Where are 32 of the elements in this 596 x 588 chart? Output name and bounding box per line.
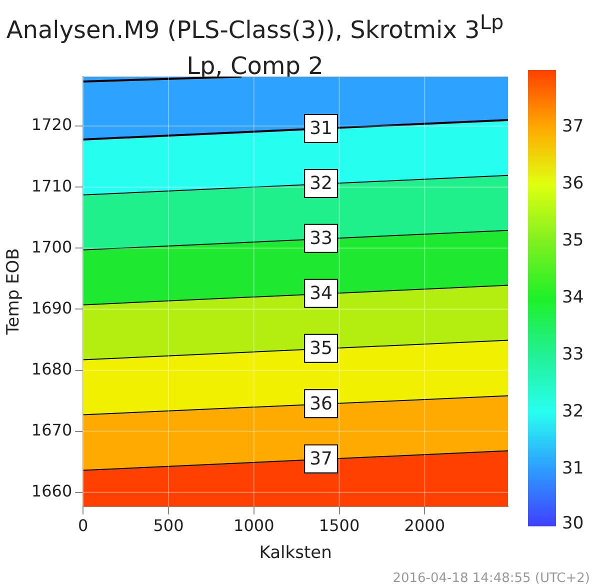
x-tick-label: 2000 (404, 516, 446, 536)
x-tick-label: 1500 (318, 516, 360, 536)
text: 2016-04-18 14:48:55 (UTC+2) (392, 571, 590, 586)
series-label: 34 (310, 283, 333, 304)
color-bar-label: 37 (562, 116, 584, 136)
color-bar-label: 31 (562, 458, 584, 478)
series-label: 31 (310, 118, 333, 140)
y-tick-label: 1720 (31, 115, 72, 134)
color-bar-label: 36 (562, 173, 584, 194)
series-label: 35 (310, 338, 333, 359)
color-bar-label: 30 (562, 513, 584, 534)
y-tick-label: 1670 (31, 420, 72, 440)
color-bar-label: 32 (562, 401, 584, 422)
chart-subtitle: Lp, Comp 2 (186, 51, 324, 82)
chart-title: Analysen.M9 (PLS-Class(3)), Skrotmix 3$^{Lp}$ (5, 9, 505, 46)
color-bar-label: 35 (562, 230, 584, 250)
x-tick-label: 500 (153, 516, 184, 536)
y-tick-label: 1660 (31, 482, 72, 501)
y-axis-title: Temp EOB (4, 248, 24, 336)
y-tick-label: 1710 (31, 176, 72, 196)
series-label: 36 (310, 393, 333, 414)
x-tick-label: 1000 (234, 516, 274, 536)
y-tick-label: 1680 (31, 359, 72, 378)
series-label: 33 (310, 228, 333, 250)
series-label: 37 (310, 448, 333, 470)
color-bar-label: 34 (562, 287, 584, 308)
color-bar-label: 33 (562, 344, 584, 364)
x-axis-title: Kalksten (259, 543, 332, 564)
y-tick-label: 1690 (31, 298, 72, 318)
x-tick-label: 0 (78, 516, 88, 536)
series-label: 32 (310, 173, 333, 194)
y-tick-label: 1700 (31, 237, 72, 256)
